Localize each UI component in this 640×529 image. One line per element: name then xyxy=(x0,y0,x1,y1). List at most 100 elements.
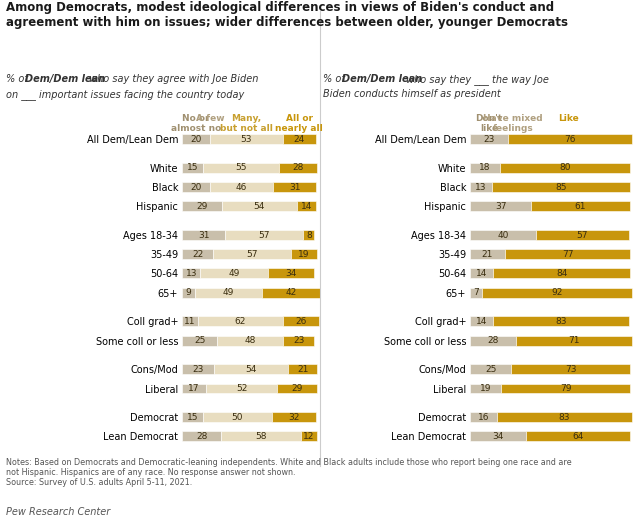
Bar xyxy=(470,202,531,211)
Text: 15: 15 xyxy=(187,413,198,422)
Bar xyxy=(493,316,628,326)
Text: 79: 79 xyxy=(560,384,572,393)
Text: % of: % of xyxy=(323,74,348,84)
Text: 55: 55 xyxy=(235,163,246,172)
Bar xyxy=(303,230,314,240)
Text: 19: 19 xyxy=(480,384,492,393)
Text: 83: 83 xyxy=(556,317,567,326)
Bar xyxy=(182,364,214,375)
Bar xyxy=(470,335,516,345)
Bar xyxy=(470,163,500,173)
Bar xyxy=(272,412,316,422)
Text: 85: 85 xyxy=(556,183,567,191)
Text: 18: 18 xyxy=(479,163,491,172)
Text: 23: 23 xyxy=(483,135,495,144)
Text: 29: 29 xyxy=(292,384,303,393)
Text: 34: 34 xyxy=(492,432,504,441)
Bar xyxy=(268,268,314,278)
Text: 73: 73 xyxy=(565,365,577,374)
Bar xyxy=(203,163,279,173)
Bar xyxy=(182,384,206,394)
Bar xyxy=(221,432,301,441)
Bar xyxy=(182,230,225,240)
Bar xyxy=(291,249,317,259)
Bar xyxy=(516,335,632,345)
Text: 16: 16 xyxy=(477,413,489,422)
Text: 37: 37 xyxy=(495,202,506,211)
Text: 23: 23 xyxy=(193,365,204,374)
Bar xyxy=(182,335,217,345)
Bar xyxy=(492,182,630,192)
Text: 29: 29 xyxy=(196,202,208,211)
Text: 84: 84 xyxy=(556,269,568,278)
Bar xyxy=(536,230,628,240)
Text: 52: 52 xyxy=(236,384,247,393)
Bar xyxy=(470,249,505,259)
Bar xyxy=(470,268,493,278)
Text: Many,
but not all: Many, but not all xyxy=(220,114,273,133)
Text: 42: 42 xyxy=(285,288,297,297)
Text: 49: 49 xyxy=(228,269,240,278)
Text: All or
nearly all: All or nearly all xyxy=(275,114,323,133)
Text: Like: Like xyxy=(558,114,579,123)
Bar xyxy=(217,335,283,345)
Bar xyxy=(182,432,221,441)
Text: 15: 15 xyxy=(187,163,198,172)
Text: 34: 34 xyxy=(285,269,297,278)
Text: 28: 28 xyxy=(196,432,207,441)
Text: 17: 17 xyxy=(188,384,200,393)
Bar xyxy=(273,182,316,192)
Bar xyxy=(195,288,262,298)
Text: A few: A few xyxy=(196,114,224,123)
Text: 28: 28 xyxy=(488,336,499,345)
Text: 46: 46 xyxy=(236,183,247,191)
Text: Biden conducts himself as president: Biden conducts himself as president xyxy=(323,89,501,99)
Text: 80: 80 xyxy=(559,163,571,172)
Bar xyxy=(470,412,497,422)
Text: Notes: Based on Democrats and Democratic-leaning independents. White and Black a: Notes: Based on Democrats and Democratic… xyxy=(6,458,572,487)
Text: 14: 14 xyxy=(476,269,488,278)
Text: 25: 25 xyxy=(194,336,205,345)
Bar xyxy=(200,268,268,278)
Text: 21: 21 xyxy=(297,365,308,374)
Text: 64: 64 xyxy=(572,432,584,441)
Text: 11: 11 xyxy=(184,317,196,326)
Text: 14: 14 xyxy=(476,317,488,326)
Text: 20: 20 xyxy=(191,183,202,191)
Bar xyxy=(500,163,630,173)
Text: 19: 19 xyxy=(298,250,310,259)
Text: 7: 7 xyxy=(473,288,479,297)
Text: Don't
like: Don't like xyxy=(476,114,503,133)
Bar xyxy=(470,432,526,441)
Text: 13: 13 xyxy=(476,183,487,191)
Text: 54: 54 xyxy=(254,202,265,211)
Text: 61: 61 xyxy=(575,202,586,211)
Bar xyxy=(225,230,303,240)
Bar xyxy=(470,288,482,298)
Bar xyxy=(482,288,632,298)
Bar xyxy=(283,134,316,144)
Bar xyxy=(182,182,210,192)
Text: 31: 31 xyxy=(198,231,209,240)
Text: 26: 26 xyxy=(295,317,307,326)
Text: Among Democrats, modest ideological differences in views of Biden's conduct and
: Among Democrats, modest ideological diff… xyxy=(6,1,568,29)
Bar xyxy=(182,288,195,298)
Text: 12: 12 xyxy=(303,432,315,441)
Bar xyxy=(301,432,317,441)
Bar xyxy=(470,384,501,394)
Bar xyxy=(198,316,283,326)
Bar xyxy=(182,268,200,278)
Text: 13: 13 xyxy=(186,269,197,278)
Bar xyxy=(470,316,493,326)
Bar xyxy=(493,268,630,278)
Bar xyxy=(470,134,508,144)
Text: 14: 14 xyxy=(301,202,312,211)
Text: 54: 54 xyxy=(246,365,257,374)
Bar xyxy=(497,412,632,422)
Bar xyxy=(182,163,203,173)
Bar xyxy=(296,202,316,211)
Text: 83: 83 xyxy=(559,413,570,422)
Text: 48: 48 xyxy=(244,336,255,345)
Text: on ___ important issues facing the country today: on ___ important issues facing the count… xyxy=(6,89,244,100)
Bar xyxy=(210,134,283,144)
